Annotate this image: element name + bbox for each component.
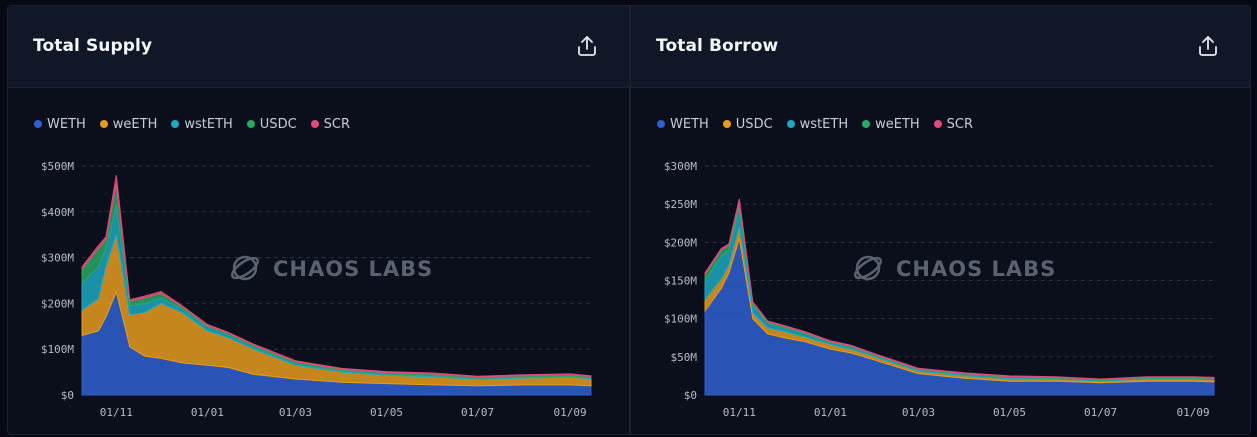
- legend-item-wsteth[interactable]: wstETH: [171, 116, 233, 132]
- legend-item-usdc[interactable]: USDC: [246, 116, 297, 132]
- y-tick-label: $500M: [41, 160, 74, 173]
- legend-label: weETH: [875, 116, 920, 132]
- area-series-scr[interactable]: [81, 175, 592, 378]
- legend-item-usdc[interactable]: USDC: [722, 116, 773, 132]
- y-tick-label: $200M: [664, 236, 697, 249]
- y-tick-label: $200M: [41, 297, 74, 310]
- chart-legend: WETH weETH wstETH USDC SCR: [34, 114, 350, 134]
- legend-dot: [657, 120, 665, 128]
- chaos-labs-watermark: CHAOS LABS: [853, 255, 1056, 281]
- x-tick-label: 01/01: [191, 406, 224, 419]
- card-title: Total Supply: [33, 36, 153, 56]
- legend-label: USDC: [259, 116, 297, 132]
- card-title: Total Borrow: [656, 36, 779, 56]
- watermark-text: CHAOS LABS: [273, 257, 433, 281]
- supply-chart-plot: CHAOS LABS $0 $100M $200M $300M $400M $500M 01…: [41, 160, 592, 419]
- x-tick-label: 01/09: [554, 406, 587, 419]
- total-supply-card: Total Supply WETH weETH wstETH: [7, 5, 630, 435]
- total-borrow-card: Total Borrow WETH USDC wstETH: [630, 5, 1251, 435]
- borrow-chart-plot: CHAOS LABS $0 $50M $100M $150M $200M $250M $30…: [664, 160, 1215, 419]
- share-upload-icon[interactable]: [575, 34, 599, 58]
- legend-item-wsteth[interactable]: wstETH: [786, 116, 849, 132]
- legend-dot: [786, 120, 795, 128]
- legend-dot: [310, 120, 319, 128]
- legend-item-weth[interactable]: WETH: [657, 117, 709, 132]
- x-tick-label: 01/03: [279, 406, 312, 419]
- y-tick-label: $250M: [664, 198, 697, 211]
- legend-item-weeth[interactable]: weETH: [862, 117, 920, 132]
- x-tick-label: 01/11: [723, 406, 756, 419]
- x-tick-label: 01/07: [461, 406, 494, 419]
- chaos-labs-watermark: CHAOS LABS: [230, 255, 433, 281]
- legend-label: SCR: [946, 116, 974, 132]
- y-tick-label: $0: [61, 389, 74, 402]
- x-tick-label: 01/09: [1177, 406, 1210, 419]
- legend-item-weth[interactable]: WETH: [34, 117, 86, 132]
- y-tick-label: $300M: [664, 160, 697, 173]
- y-tick-label: $100M: [664, 313, 697, 326]
- legend-label: WETH: [47, 116, 86, 132]
- y-tick-label: $0: [684, 389, 697, 402]
- x-tick-label: 01/05: [370, 406, 403, 419]
- legend-dot: [246, 120, 255, 128]
- legend-dot: [34, 120, 42, 128]
- x-tick-label: 01/07: [1084, 406, 1117, 419]
- legend-dot: [862, 120, 871, 128]
- y-tick-label: $300M: [41, 252, 74, 265]
- legend-label: wstETH: [184, 116, 233, 132]
- x-tick-label: 01/01: [814, 406, 847, 419]
- x-tick-label: 01/03: [902, 406, 935, 419]
- y-tick-label: $100M: [41, 343, 74, 356]
- y-tick-label: $50M: [671, 351, 698, 364]
- legend-label: USDC: [735, 116, 773, 132]
- legend-item-scr[interactable]: SCR: [933, 116, 974, 132]
- y-tick-label: $400M: [41, 206, 74, 219]
- watermark-text: CHAOS LABS: [896, 257, 1056, 281]
- legend-label: SCR: [323, 116, 351, 132]
- legend-label: wstETH: [799, 116, 849, 132]
- x-tick-label: 01/11: [100, 406, 133, 419]
- share-upload-icon[interactable]: [1196, 34, 1220, 58]
- legend-dot: [722, 120, 731, 128]
- legend-label: WETH: [670, 116, 709, 132]
- legend-dot: [99, 120, 108, 128]
- card-header: Total Borrow: [631, 6, 1250, 88]
- chart-legend: WETH USDC wstETH weETH SCR: [657, 114, 973, 134]
- legend-item-weeth[interactable]: weETH: [99, 116, 158, 132]
- card-header: Total Supply: [8, 6, 629, 88]
- legend-dot: [933, 120, 942, 128]
- y-tick-label: $150M: [664, 275, 697, 288]
- x-tick-label: 01/05: [993, 406, 1026, 419]
- area-series-scr[interactable]: [704, 198, 1215, 381]
- legend-dot: [171, 120, 180, 128]
- legend-item-scr[interactable]: SCR: [310, 116, 351, 132]
- legend-label: weETH: [112, 116, 158, 132]
